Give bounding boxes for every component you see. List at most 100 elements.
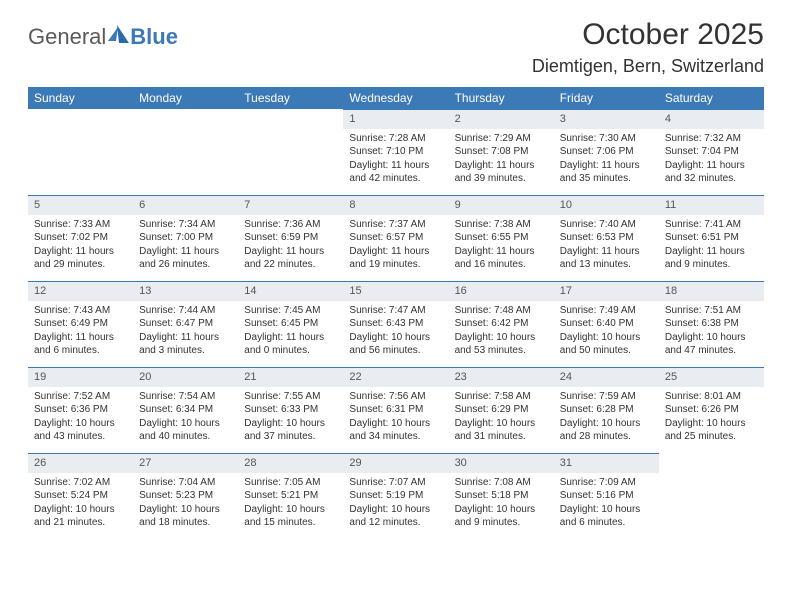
day-number: 12: [28, 281, 133, 301]
day-number: 22: [343, 367, 448, 387]
day-number: 8: [343, 195, 448, 215]
brand-logo: General Blue: [28, 18, 178, 50]
calendar-day-cell: 25Sunrise: 8:01 AMSunset: 6:26 PMDayligh…: [659, 367, 764, 453]
calendar-day-cell: 13Sunrise: 7:44 AMSunset: 6:47 PMDayligh…: [133, 281, 238, 367]
day-details: Sunrise: 7:44 AMSunset: 6:47 PMDaylight:…: [133, 301, 238, 362]
calendar-day-cell: 1Sunrise: 7:28 AMSunset: 7:10 PMDaylight…: [343, 109, 448, 195]
day-number: 29: [343, 453, 448, 473]
calendar-day-cell: 4Sunrise: 7:32 AMSunset: 7:04 PMDaylight…: [659, 109, 764, 195]
day-details: Sunrise: 7:52 AMSunset: 6:36 PMDaylight:…: [28, 387, 133, 448]
calendar-day-cell: 7Sunrise: 7:36 AMSunset: 6:59 PMDaylight…: [238, 195, 343, 281]
day-number: 11: [659, 195, 764, 215]
day-number: 2: [449, 109, 554, 129]
brand-part1: General: [28, 24, 106, 50]
calendar-day-cell: 31Sunrise: 7:09 AMSunset: 5:16 PMDayligh…: [554, 453, 659, 539]
calendar-day-cell: 11Sunrise: 7:41 AMSunset: 6:51 PMDayligh…: [659, 195, 764, 281]
calendar-body: 1Sunrise: 7:28 AMSunset: 7:10 PMDaylight…: [28, 109, 764, 539]
calendar-day-cell: 19Sunrise: 7:52 AMSunset: 6:36 PMDayligh…: [28, 367, 133, 453]
weekday-row: SundayMondayTuesdayWednesdayThursdayFrid…: [28, 87, 764, 109]
calendar-day-cell: [133, 109, 238, 195]
weekday-header: Sunday: [28, 87, 133, 109]
calendar-page: General Blue October 2025 Diemtigen, Ber…: [0, 0, 792, 551]
day-number: 4: [659, 109, 764, 129]
day-details: Sunrise: 8:01 AMSunset: 6:26 PMDaylight:…: [659, 387, 764, 448]
day-number: 13: [133, 281, 238, 301]
day-number: 10: [554, 195, 659, 215]
day-details: Sunrise: 7:28 AMSunset: 7:10 PMDaylight:…: [343, 129, 448, 190]
day-details: Sunrise: 7:36 AMSunset: 6:59 PMDaylight:…: [238, 215, 343, 276]
calendar-head: SundayMondayTuesdayWednesdayThursdayFrid…: [28, 87, 764, 109]
sail-icon: [117, 25, 129, 43]
day-number: 27: [133, 453, 238, 473]
day-number: 19: [28, 367, 133, 387]
day-number: 18: [659, 281, 764, 301]
day-details: Sunrise: 7:41 AMSunset: 6:51 PMDaylight:…: [659, 215, 764, 276]
calendar-day-cell: [28, 109, 133, 195]
calendar-day-cell: 21Sunrise: 7:55 AMSunset: 6:33 PMDayligh…: [238, 367, 343, 453]
calendar-day-cell: 20Sunrise: 7:54 AMSunset: 6:34 PMDayligh…: [133, 367, 238, 453]
weekday-header: Thursday: [449, 87, 554, 109]
day-number: 28: [238, 453, 343, 473]
day-number: 9: [449, 195, 554, 215]
calendar-day-cell: 8Sunrise: 7:37 AMSunset: 6:57 PMDaylight…: [343, 195, 448, 281]
day-number: 26: [28, 453, 133, 473]
day-number: 14: [238, 281, 343, 301]
calendar-day-cell: 9Sunrise: 7:38 AMSunset: 6:55 PMDaylight…: [449, 195, 554, 281]
day-number: 20: [133, 367, 238, 387]
calendar-week-row: 26Sunrise: 7:02 AMSunset: 5:24 PMDayligh…: [28, 453, 764, 539]
calendar-day-cell: 14Sunrise: 7:45 AMSunset: 6:45 PMDayligh…: [238, 281, 343, 367]
day-details: Sunrise: 7:59 AMSunset: 6:28 PMDaylight:…: [554, 387, 659, 448]
title-block: October 2025 Diemtigen, Bern, Switzerlan…: [532, 18, 764, 77]
weekday-header: Saturday: [659, 87, 764, 109]
day-number: 25: [659, 367, 764, 387]
day-number: 17: [554, 281, 659, 301]
day-details: Sunrise: 7:37 AMSunset: 6:57 PMDaylight:…: [343, 215, 448, 276]
calendar-day-cell: 3Sunrise: 7:30 AMSunset: 7:06 PMDaylight…: [554, 109, 659, 195]
calendar-day-cell: 26Sunrise: 7:02 AMSunset: 5:24 PMDayligh…: [28, 453, 133, 539]
calendar-day-cell: 12Sunrise: 7:43 AMSunset: 6:49 PMDayligh…: [28, 281, 133, 367]
weekday-header: Wednesday: [343, 87, 448, 109]
calendar-day-cell: 23Sunrise: 7:58 AMSunset: 6:29 PMDayligh…: [449, 367, 554, 453]
calendar-day-cell: 28Sunrise: 7:05 AMSunset: 5:21 PMDayligh…: [238, 453, 343, 539]
day-details: Sunrise: 7:08 AMSunset: 5:18 PMDaylight:…: [449, 473, 554, 534]
calendar-day-cell: 30Sunrise: 7:08 AMSunset: 5:18 PMDayligh…: [449, 453, 554, 539]
day-details: Sunrise: 7:43 AMSunset: 6:49 PMDaylight:…: [28, 301, 133, 362]
day-details: Sunrise: 7:40 AMSunset: 6:53 PMDaylight:…: [554, 215, 659, 276]
day-details: Sunrise: 7:38 AMSunset: 6:55 PMDaylight:…: [449, 215, 554, 276]
day-details: Sunrise: 7:51 AMSunset: 6:38 PMDaylight:…: [659, 301, 764, 362]
header: General Blue October 2025 Diemtigen, Ber…: [28, 18, 764, 77]
weekday-header: Monday: [133, 87, 238, 109]
day-details: Sunrise: 7:48 AMSunset: 6:42 PMDaylight:…: [449, 301, 554, 362]
day-details: Sunrise: 7:29 AMSunset: 7:08 PMDaylight:…: [449, 129, 554, 190]
day-number: 30: [449, 453, 554, 473]
day-details: Sunrise: 7:04 AMSunset: 5:23 PMDaylight:…: [133, 473, 238, 534]
day-number: 23: [449, 367, 554, 387]
calendar-week-row: 12Sunrise: 7:43 AMSunset: 6:49 PMDayligh…: [28, 281, 764, 367]
day-number: 6: [133, 195, 238, 215]
calendar-table: SundayMondayTuesdayWednesdayThursdayFrid…: [28, 87, 764, 539]
day-details: Sunrise: 7:32 AMSunset: 7:04 PMDaylight:…: [659, 129, 764, 190]
day-number: 15: [343, 281, 448, 301]
day-details: Sunrise: 7:34 AMSunset: 7:00 PMDaylight:…: [133, 215, 238, 276]
day-details: Sunrise: 7:58 AMSunset: 6:29 PMDaylight:…: [449, 387, 554, 448]
weekday-header: Friday: [554, 87, 659, 109]
day-details: Sunrise: 7:30 AMSunset: 7:06 PMDaylight:…: [554, 129, 659, 190]
calendar-day-cell: 2Sunrise: 7:29 AMSunset: 7:08 PMDaylight…: [449, 109, 554, 195]
day-number: 1: [343, 109, 448, 129]
day-number: 16: [449, 281, 554, 301]
day-details: Sunrise: 7:05 AMSunset: 5:21 PMDaylight:…: [238, 473, 343, 534]
calendar-day-cell: 6Sunrise: 7:34 AMSunset: 7:00 PMDaylight…: [133, 195, 238, 281]
day-details: Sunrise: 7:56 AMSunset: 6:31 PMDaylight:…: [343, 387, 448, 448]
calendar-day-cell: [659, 453, 764, 539]
calendar-day-cell: 18Sunrise: 7:51 AMSunset: 6:38 PMDayligh…: [659, 281, 764, 367]
day-details: Sunrise: 7:02 AMSunset: 5:24 PMDaylight:…: [28, 473, 133, 534]
day-details: Sunrise: 7:07 AMSunset: 5:19 PMDaylight:…: [343, 473, 448, 534]
month-title: October 2025: [532, 18, 764, 52]
calendar-day-cell: 15Sunrise: 7:47 AMSunset: 6:43 PMDayligh…: [343, 281, 448, 367]
day-number: 31: [554, 453, 659, 473]
day-number: 24: [554, 367, 659, 387]
day-details: Sunrise: 7:47 AMSunset: 6:43 PMDaylight:…: [343, 301, 448, 362]
calendar-week-row: 1Sunrise: 7:28 AMSunset: 7:10 PMDaylight…: [28, 109, 764, 195]
calendar-day-cell: [238, 109, 343, 195]
day-number: 3: [554, 109, 659, 129]
